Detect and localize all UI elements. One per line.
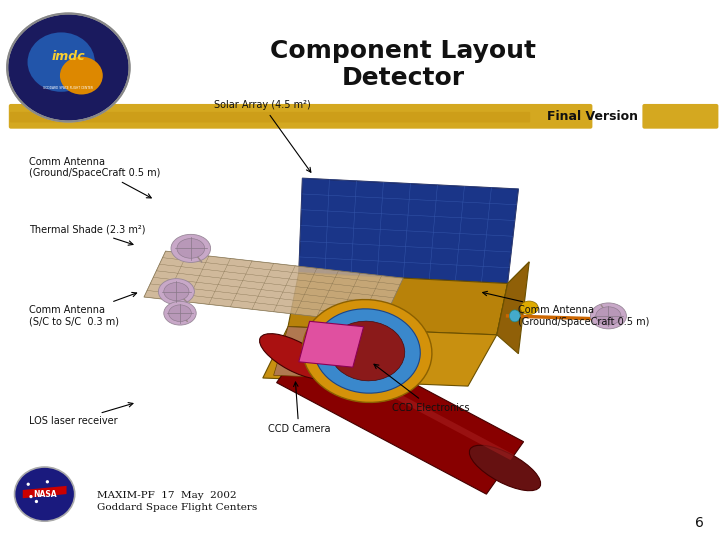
- Polygon shape: [288, 273, 508, 335]
- FancyBboxPatch shape: [9, 104, 593, 129]
- Text: GODDARD SPACE FLIGHT CENTER: GODDARD SPACE FLIGHT CENTER: [43, 86, 94, 90]
- Text: Solar Array (4.5 m²): Solar Array (4.5 m²): [215, 100, 311, 172]
- Polygon shape: [144, 251, 403, 324]
- Text: Thermal Shade (2.3 m²): Thermal Shade (2.3 m²): [29, 225, 145, 245]
- Ellipse shape: [302, 300, 432, 402]
- Ellipse shape: [35, 500, 38, 503]
- FancyBboxPatch shape: [642, 104, 719, 129]
- Polygon shape: [274, 327, 425, 381]
- Ellipse shape: [590, 303, 626, 329]
- Text: MAXIM-PF  17  May  2002: MAXIM-PF 17 May 2002: [97, 491, 237, 500]
- Ellipse shape: [171, 234, 211, 262]
- Ellipse shape: [46, 480, 49, 483]
- Ellipse shape: [7, 14, 130, 122]
- Ellipse shape: [27, 483, 30, 486]
- Text: CCD Electronics: CCD Electronics: [374, 364, 470, 413]
- Ellipse shape: [158, 279, 194, 305]
- Polygon shape: [301, 343, 514, 460]
- Text: Final Version: Final Version: [547, 110, 638, 123]
- Text: Goddard Space Flight Centers: Goddard Space Flight Centers: [97, 503, 258, 512]
- Polygon shape: [23, 486, 66, 498]
- Text: 6: 6: [696, 516, 704, 530]
- Text: Component Layout: Component Layout: [270, 39, 536, 63]
- Ellipse shape: [596, 307, 621, 325]
- Ellipse shape: [168, 305, 192, 321]
- Ellipse shape: [469, 445, 541, 491]
- Text: LOS laser receiver: LOS laser receiver: [29, 403, 133, 426]
- Polygon shape: [299, 178, 518, 284]
- Ellipse shape: [510, 310, 521, 322]
- Ellipse shape: [27, 32, 95, 92]
- Polygon shape: [497, 262, 529, 335]
- Polygon shape: [276, 330, 523, 494]
- Ellipse shape: [521, 301, 539, 314]
- Text: Detector: Detector: [341, 66, 465, 90]
- Ellipse shape: [164, 282, 189, 301]
- Text: imdc: imdc: [52, 50, 85, 63]
- Ellipse shape: [60, 57, 103, 94]
- Ellipse shape: [259, 334, 331, 379]
- Ellipse shape: [164, 301, 196, 325]
- Text: Comm Antenna
(S/C to S/C  0.3 m): Comm Antenna (S/C to S/C 0.3 m): [29, 293, 137, 327]
- Text: Comm Antenna
(Ground/SpaceCraft 0.5 m): Comm Antenna (Ground/SpaceCraft 0.5 m): [482, 292, 649, 327]
- Ellipse shape: [14, 467, 75, 521]
- Ellipse shape: [330, 321, 405, 381]
- Text: NASA: NASA: [33, 490, 56, 498]
- Polygon shape: [299, 321, 364, 367]
- Polygon shape: [497, 262, 529, 354]
- Ellipse shape: [314, 309, 420, 393]
- Text: CCD Camera: CCD Camera: [268, 382, 330, 434]
- Ellipse shape: [177, 239, 204, 258]
- Polygon shape: [263, 327, 497, 386]
- Ellipse shape: [30, 495, 32, 498]
- FancyBboxPatch shape: [10, 112, 530, 123]
- Text: Comm Antenna
(Ground/SpaceCraft 0.5 m): Comm Antenna (Ground/SpaceCraft 0.5 m): [29, 157, 160, 198]
